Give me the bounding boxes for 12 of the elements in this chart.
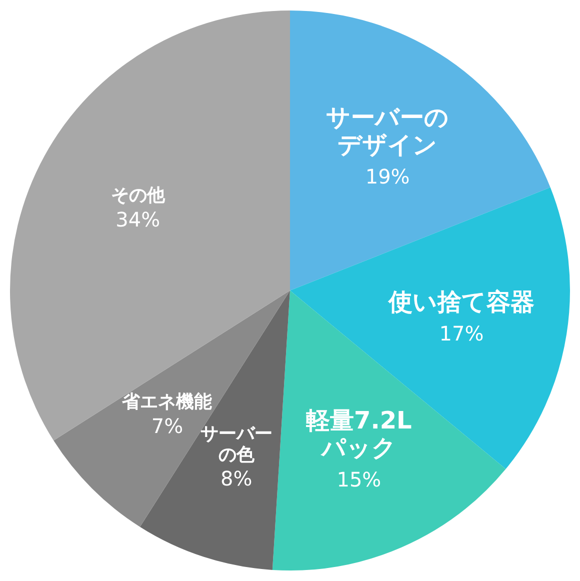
data-label: 15%: [336, 468, 382, 492]
slice-label: その他: [110, 185, 166, 206]
slice-label: サーバーの色: [200, 424, 272, 466]
data-label: 8%: [220, 466, 252, 491]
slice-label: サーバーのデザイン: [326, 104, 450, 160]
data-label: 34%: [116, 207, 160, 232]
data-label: 7%: [151, 414, 184, 438]
slice-label: 使い捨て容器: [387, 288, 534, 316]
slice-label: 省エネ機能: [121, 392, 212, 413]
data-label: 19%: [365, 164, 410, 189]
slice-label: 軽量7.2Lパック: [305, 406, 412, 462]
data-label: 17%: [439, 322, 484, 346]
